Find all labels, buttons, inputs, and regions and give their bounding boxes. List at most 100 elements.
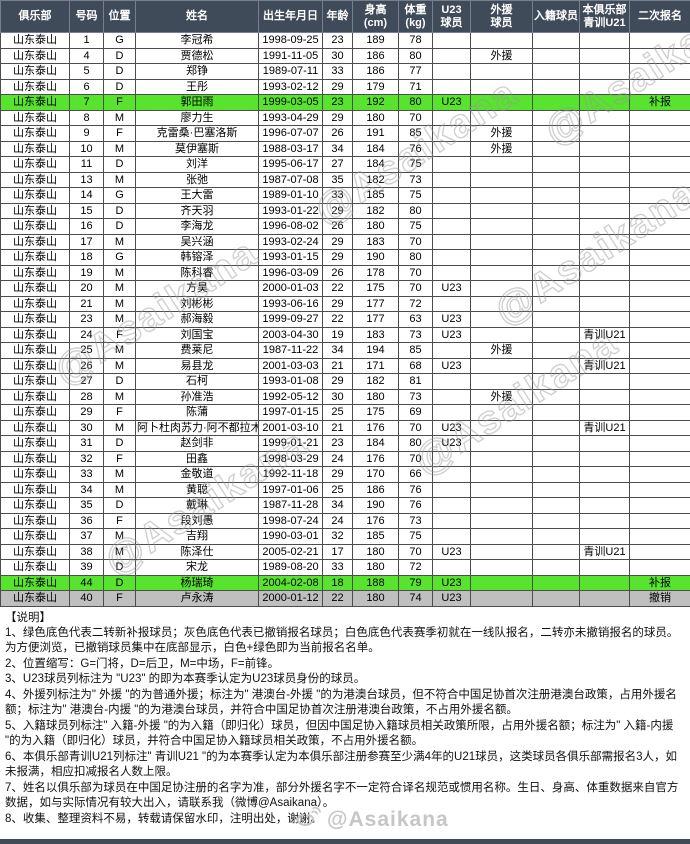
foreign-cell [470, 171, 533, 188]
number-cell: 8 [69, 109, 104, 126]
name-cell: 陈蒲 [135, 404, 259, 421]
second-reg-cell [629, 466, 690, 483]
club-cell: 山东泰山 [0, 125, 70, 142]
second-reg-cell [629, 140, 690, 157]
second-reg-cell [629, 233, 690, 250]
column-header-5: 年龄 [322, 0, 353, 33]
weight-cell: 73 [398, 326, 433, 343]
position-cell: M [103, 171, 136, 188]
position-cell: D [103, 373, 136, 390]
height-cell: 180 [352, 590, 399, 607]
dob-cell: 1993-01-08 [258, 373, 323, 390]
weight-cell: 70 [398, 280, 433, 297]
youth-cell [579, 63, 630, 80]
name-cell: 刘彬彬 [135, 295, 259, 312]
weight-cell: 80 [398, 435, 433, 452]
youth-cell [579, 481, 630, 498]
position-cell: M [103, 109, 136, 126]
position-cell: F [103, 326, 136, 343]
u23-cell [432, 171, 471, 188]
number-cell: 28 [69, 388, 104, 405]
name-cell: 吉翔 [135, 528, 259, 545]
club-cell: 山东泰山 [0, 109, 70, 126]
weight-cell: 69 [398, 404, 433, 421]
number-cell: 16 [69, 218, 104, 235]
naturalized-cell [532, 202, 580, 219]
name-cell: 孙准浩 [135, 388, 259, 405]
age-cell: 33 [322, 63, 353, 80]
naturalized-cell [532, 264, 580, 281]
naturalized-cell [532, 543, 580, 560]
weight-cell: 76 [398, 497, 433, 514]
age-cell: 29 [322, 466, 353, 483]
dob-cell: 1989-08-20 [258, 559, 323, 576]
youth-cell [579, 47, 630, 64]
foreign-cell [470, 357, 533, 374]
age-cell: 27 [322, 156, 353, 173]
table-row: 山东泰山 4 D 贾德松 1991-11-05 30 186 80 外援 [0, 47, 690, 64]
number-cell: 38 [69, 543, 104, 560]
table-row: 山东泰山 13 M 张弛 1987-07-08 35 182 73 [0, 171, 690, 188]
name-cell: 阿卜杜肉苏力·阿不都拉木 [135, 419, 259, 436]
weight-cell: 72 [398, 295, 433, 312]
note-item-6: 6、本俱乐部青训U21列标注" 青训U21 "的为本赛季认定为本俱乐部注册参赛至… [5, 750, 678, 779]
dob-cell: 1995-06-17 [258, 156, 323, 173]
second-reg-cell [629, 32, 690, 49]
age-cell: 34 [322, 140, 353, 157]
height-cell: 180 [352, 109, 399, 126]
u23-cell [432, 32, 471, 49]
naturalized-cell [532, 419, 580, 436]
foreign-cell [470, 63, 533, 80]
club-cell: 山东泰山 [0, 78, 70, 95]
number-cell: 36 [69, 512, 104, 529]
age-cell: 29 [322, 249, 353, 266]
number-cell: 35 [69, 497, 104, 514]
table-row: 山东泰山 9 F 克雷桑·巴塞洛斯 1996-07-07 26 191 85 外援 [0, 125, 690, 142]
weight-cell: 80 [398, 47, 433, 64]
club-cell: 山东泰山 [0, 311, 70, 328]
second-reg-cell [629, 171, 690, 188]
position-cell: M [103, 481, 136, 498]
u23-cell [432, 466, 471, 483]
second-reg-cell [629, 373, 690, 390]
u23-cell: U23 [432, 435, 471, 452]
position-cell: M [103, 419, 136, 436]
dob-cell: 1998-03-29 [258, 450, 323, 467]
naturalized-cell [532, 32, 580, 49]
name-cell: 郭田雨 [135, 94, 259, 111]
club-cell: 山东泰山 [0, 435, 70, 452]
u23-cell [432, 342, 471, 359]
height-cell: 186 [352, 63, 399, 80]
table-row: 山东泰山 5 D 郑铮 1989-07-11 33 186 77 [0, 63, 690, 80]
club-cell: 山东泰山 [0, 140, 70, 157]
age-cell: 30 [322, 47, 353, 64]
u23-cell: U23 [432, 357, 471, 374]
column-header-10: 入籍球员 [532, 0, 580, 33]
age-cell: 33 [322, 187, 353, 204]
number-cell: 11 [69, 156, 104, 173]
naturalized-cell [532, 63, 580, 80]
u23-cell [432, 388, 471, 405]
foreign-cell [470, 450, 533, 467]
table-row: 山东泰山 35 D 戴琳 1987-11-28 34 190 76 [0, 497, 690, 514]
foreign-cell [470, 295, 533, 312]
position-cell: M [103, 543, 136, 560]
naturalized-cell [532, 497, 580, 514]
youth-cell [579, 466, 630, 483]
youth-cell [579, 450, 630, 467]
club-cell: 山东泰山 [0, 32, 70, 49]
club-cell: 山东泰山 [0, 481, 70, 498]
height-cell: 185 [352, 187, 399, 204]
table-row: 山东泰山 7 F 郭田雨 1999-03-05 23 192 80 U23 补报 [0, 94, 690, 111]
naturalized-cell [532, 528, 580, 545]
youth-cell [579, 202, 630, 219]
u23-cell [432, 249, 471, 266]
name-cell: 刘洋 [135, 156, 259, 173]
position-cell: M [103, 280, 136, 297]
table-row: 山东泰山 44 D 杨瑞琦 2004-02-08 18 188 79 U23 补报 [0, 574, 690, 591]
age-cell: 30 [322, 388, 353, 405]
table-row: 山东泰山 39 D 宋龙 1989-08-20 33 180 72 [0, 559, 690, 576]
club-cell: 山东泰山 [0, 63, 70, 80]
note-item-8: 8、收集、整理资料不易，转载请保留水印，注明出处，谢谢。 [5, 812, 322, 825]
club-cell: 山东泰山 [0, 357, 70, 374]
